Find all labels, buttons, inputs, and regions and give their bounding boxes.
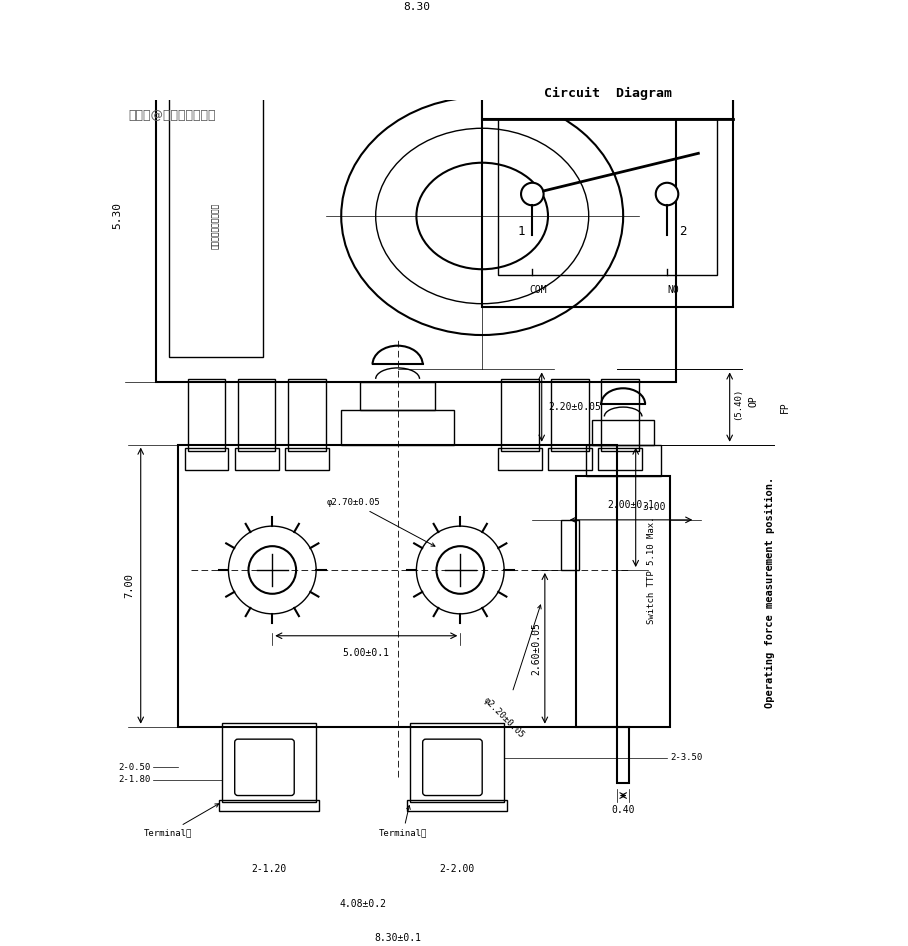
Bar — [501, 379, 538, 451]
Bar — [219, 800, 320, 812]
Text: NO: NO — [667, 285, 679, 295]
Text: 8.30±0.1: 8.30±0.1 — [374, 934, 421, 943]
Text: Switch TTP 5.10 Max.: Switch TTP 5.10 Max. — [646, 517, 656, 623]
Bar — [234, 447, 279, 470]
Text: 2.20±0.05: 2.20±0.05 — [548, 402, 601, 412]
Text: 2: 2 — [679, 225, 686, 238]
Bar — [407, 800, 508, 812]
Text: φ2.70±0.05: φ2.70±0.05 — [327, 499, 435, 546]
Bar — [551, 379, 588, 451]
Bar — [184, 447, 229, 470]
Bar — [360, 382, 435, 411]
Text: 2-1.80: 2-1.80 — [118, 776, 150, 784]
Text: Terminal②: Terminal② — [143, 804, 219, 837]
Bar — [548, 447, 592, 470]
Text: 2-1.20: 2-1.20 — [252, 865, 287, 874]
Bar — [560, 520, 579, 570]
Bar — [188, 379, 225, 451]
Text: 2.00±0.1: 2.00±0.1 — [607, 500, 655, 511]
Text: 7.00: 7.00 — [124, 573, 134, 598]
Bar — [288, 379, 326, 451]
Bar — [498, 447, 542, 470]
Text: COM: COM — [529, 285, 548, 295]
Text: Terminal①: Terminal① — [379, 806, 427, 837]
Bar — [617, 727, 629, 783]
Bar — [222, 724, 316, 802]
Text: 0.40: 0.40 — [611, 805, 635, 815]
Bar — [482, 69, 733, 307]
Circle shape — [249, 546, 296, 594]
Text: 3.00: 3.00 — [642, 502, 666, 513]
Text: 2-3.50: 2-3.50 — [670, 753, 703, 762]
Text: 2-0.50: 2-0.50 — [118, 762, 150, 772]
Bar — [598, 447, 642, 470]
Text: 搜狐号@言诺德电子材料: 搜狐号@言诺德电子材料 — [128, 110, 216, 122]
Bar — [156, 50, 676, 382]
Bar — [592, 420, 655, 445]
Text: 2-2.00: 2-2.00 — [439, 865, 475, 874]
Text: 5.30: 5.30 — [112, 202, 122, 230]
Text: Operating force measurement position.: Operating force measurement position. — [765, 477, 775, 708]
Circle shape — [521, 183, 544, 205]
Text: 8.30: 8.30 — [403, 2, 429, 12]
Bar — [601, 379, 639, 451]
Text: 4.08±0.2: 4.08±0.2 — [340, 899, 387, 909]
Text: 低压注塑成型防水工艺: 低压注塑成型防水工艺 — [212, 202, 221, 249]
Bar — [498, 119, 717, 275]
Bar — [238, 379, 275, 451]
Text: OP: OP — [748, 394, 758, 407]
Text: (5.40): (5.40) — [733, 388, 742, 420]
Bar — [341, 411, 454, 445]
Bar — [410, 724, 504, 802]
Bar — [586, 445, 661, 476]
Circle shape — [437, 546, 484, 594]
Circle shape — [656, 183, 678, 205]
Bar — [285, 447, 329, 470]
Text: FP: FP — [780, 401, 790, 413]
Bar — [178, 445, 617, 727]
Text: φ2.20±0.05: φ2.20±0.05 — [482, 605, 541, 740]
Text: 2.60±0.05: 2.60±0.05 — [532, 622, 542, 674]
Text: Circuit  Diagram: Circuit Diagram — [544, 87, 672, 100]
Text: 5.00±0.1: 5.00±0.1 — [343, 648, 390, 658]
Text: 1: 1 — [518, 225, 525, 238]
Bar — [482, 69, 733, 119]
Bar — [169, 94, 263, 357]
Bar — [577, 476, 670, 727]
